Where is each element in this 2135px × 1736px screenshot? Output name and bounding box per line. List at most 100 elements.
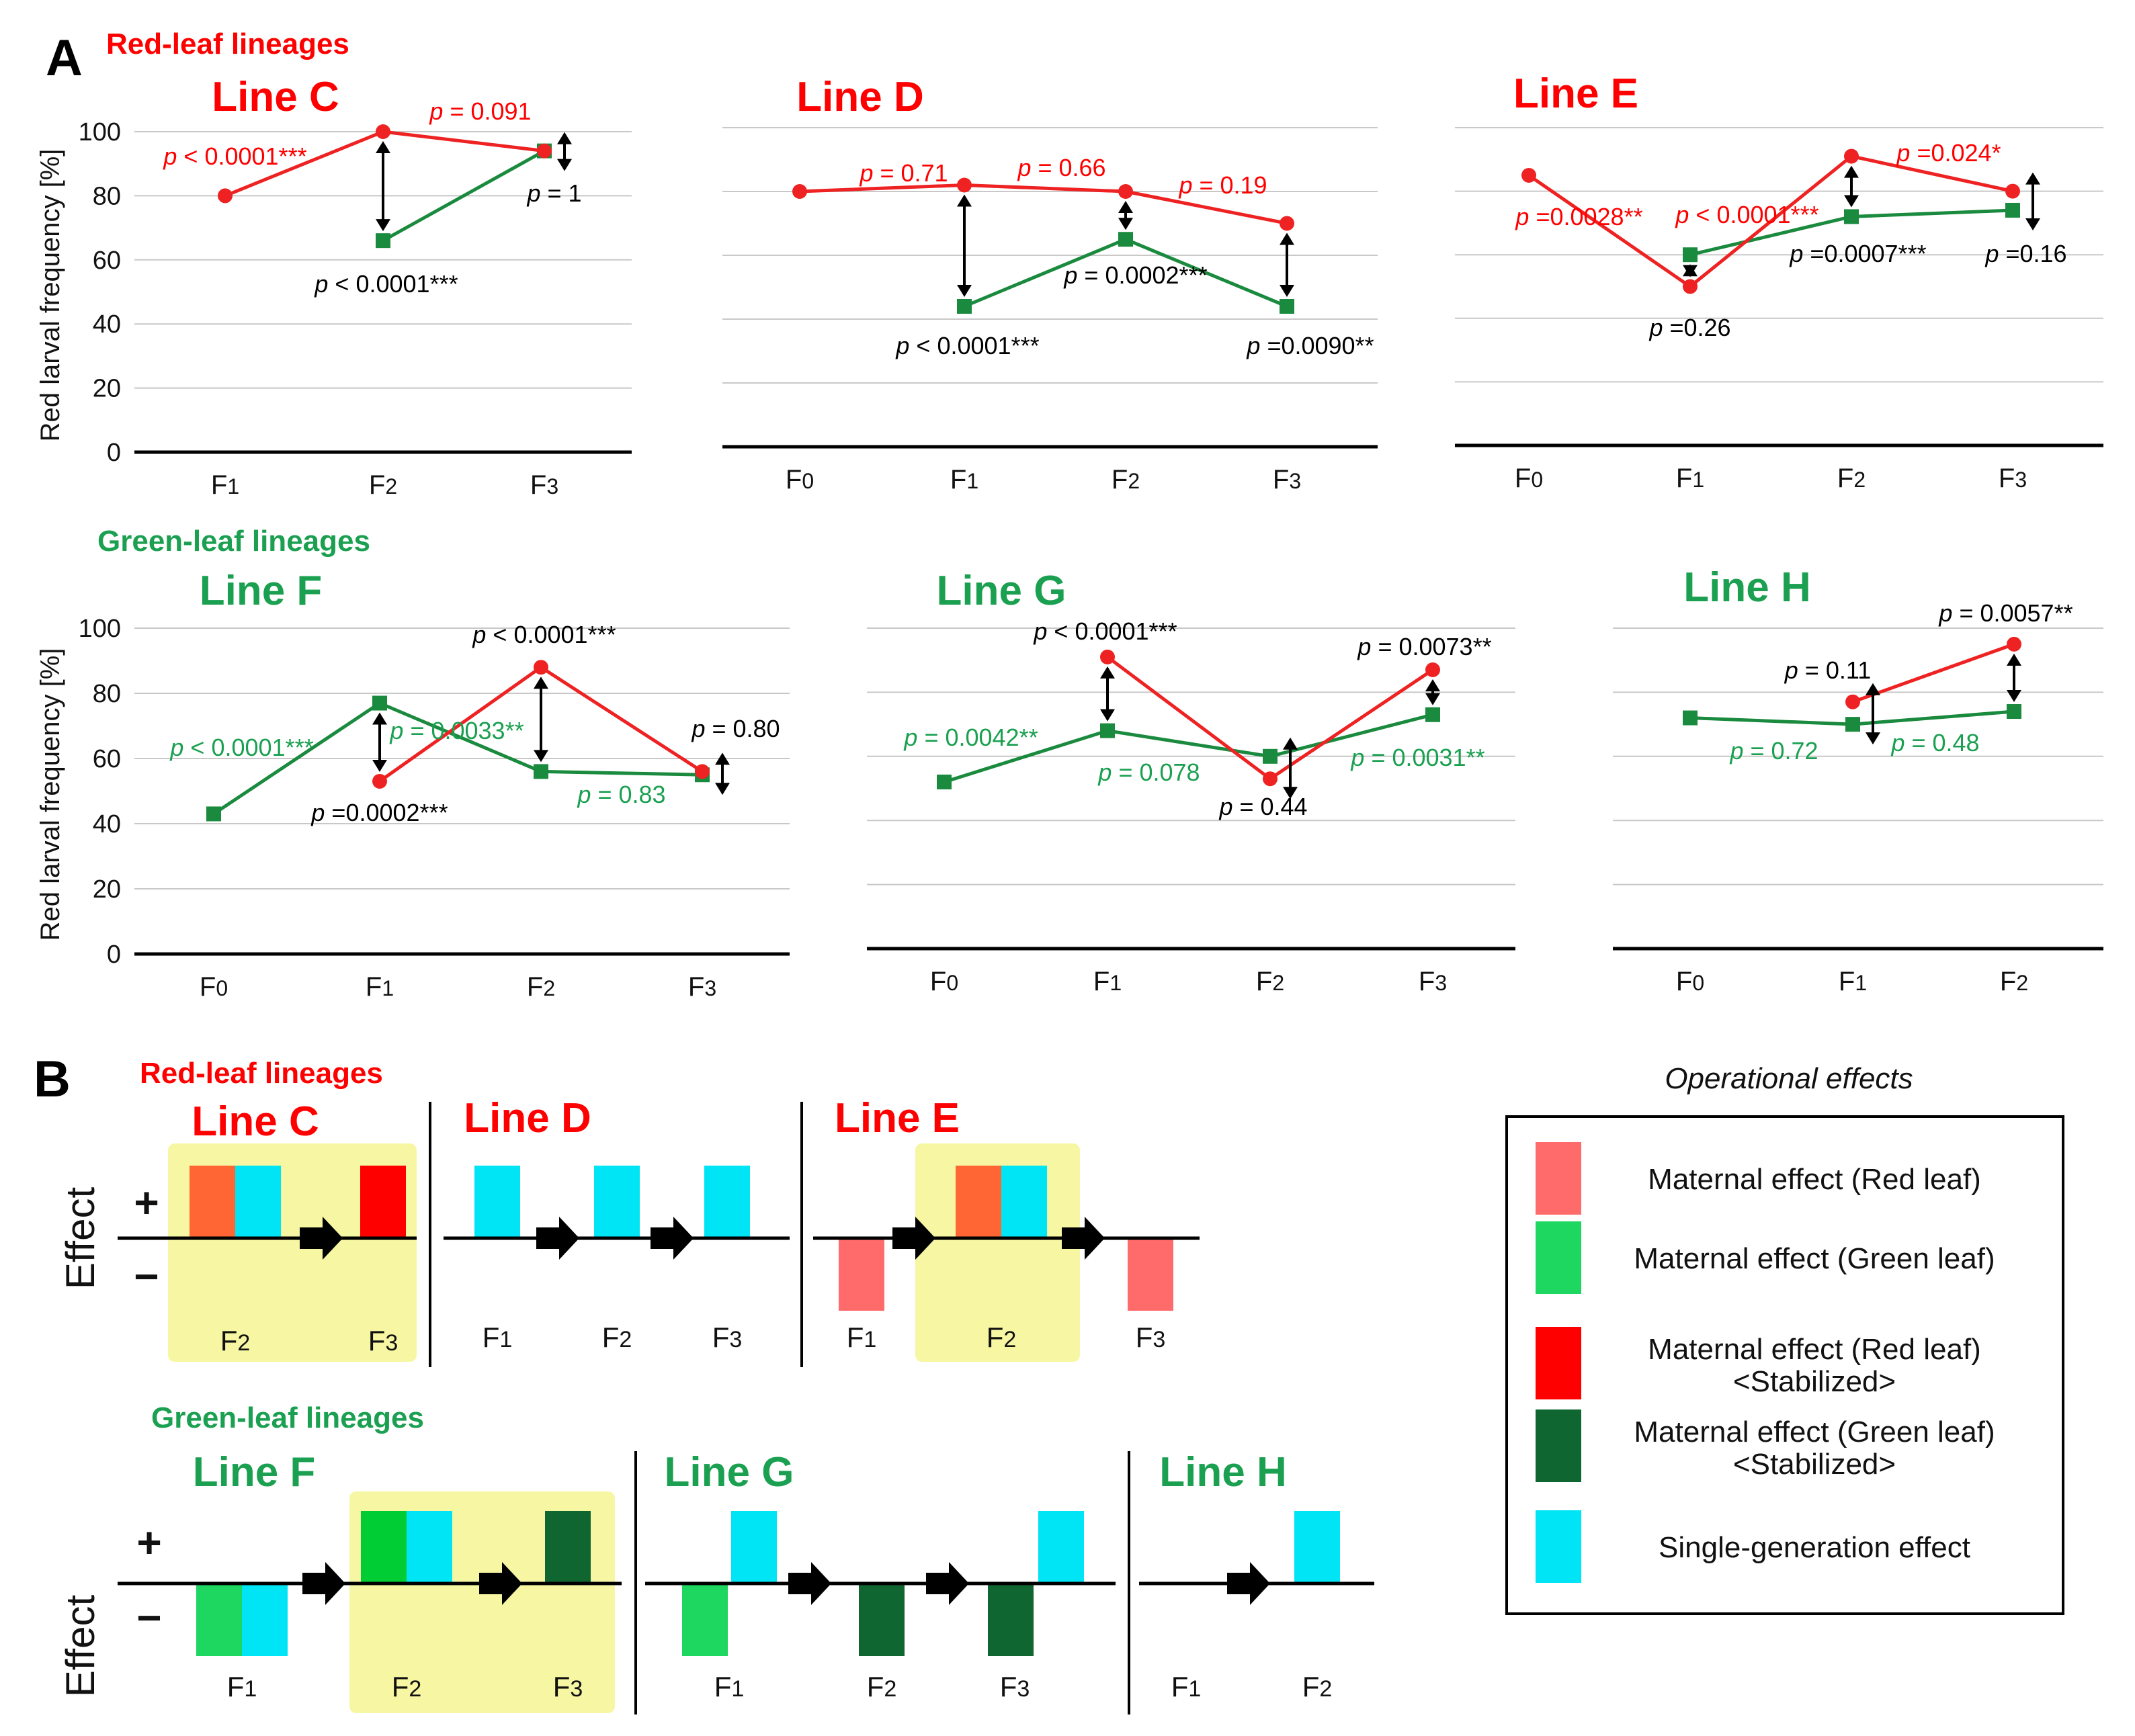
p-value-annotation: p = 1 (526, 179, 581, 207)
green-point (1280, 299, 1294, 314)
legend-label: Single-generation effect (1659, 1531, 1970, 1564)
line-chart-line-f: Line F 0 20 40 60 80 100 Red larval frequency [… (36, 568, 790, 1002)
red-point (1100, 649, 1115, 664)
p-value-annotation: p = 0.48 (1890, 729, 1979, 756)
p-value-annotation: p < 0.0001*** (1033, 617, 1177, 645)
p-value-annotation: p = 0.078 (1097, 758, 1200, 786)
green-point (1118, 232, 1133, 247)
generation-label-F2: F2 (602, 1321, 632, 1353)
effect-bar-maternal-red (839, 1238, 884, 1311)
p-value-annotation: p =0.0007*** (1789, 240, 1926, 267)
chart-title: Line D (796, 74, 923, 120)
generation-label-F2: F2 (392, 1671, 422, 1702)
effect-chart-line-g: Line G F1 F2 F3 (645, 1449, 1116, 1702)
effect-bar-maternal-green-stabilized (988, 1583, 1034, 1656)
legend-swatch (1536, 1409, 1581, 1482)
double-arrow-head-up (534, 677, 548, 689)
effect-chart-line-f: Line F F1 F2 F3 (118, 1449, 622, 1713)
p-value-annotation: p < 0.0001*** (169, 734, 313, 761)
double-arrow-head-down (957, 285, 972, 297)
generation-label-F2: F2 (1302, 1671, 1333, 1702)
p-value-annotation: p < 0.0001*** (895, 332, 1039, 359)
effect-bar-single-generation (242, 1583, 288, 1656)
p-value-annotation: p = 0.0073** (1357, 633, 1491, 660)
double-arrow-head-up (557, 132, 572, 144)
generation-label-F1: F1 (1171, 1671, 1202, 1702)
line-chart-line-d: Line D F0 F1 F2 F3 (722, 74, 1378, 494)
x-tick-F1: F1 (1676, 464, 1704, 493)
generation-label-F3: F3 (1000, 1671, 1030, 1702)
green-point (534, 764, 548, 779)
generation-arrow (926, 1562, 969, 1605)
p-value-annotation: p =0.0090** (1246, 332, 1374, 359)
double-arrow-head-up (1118, 201, 1133, 213)
green-series-line (382, 149, 546, 243)
p-value-annotation: p = 0.091 (429, 97, 531, 125)
panel-b-label: B (34, 1051, 71, 1108)
p-value-annotation: p < 0.0001*** (1675, 201, 1818, 228)
y-tick-label: 100 (79, 118, 121, 146)
effect-chart-title: Line H (1159, 1449, 1286, 1495)
effect-chart-title: Line F (193, 1449, 316, 1495)
effect-bar-single-generation (1038, 1511, 1084, 1583)
generation-label-F3: F3 (368, 1325, 399, 1356)
double-arrow-head-up (1280, 232, 1294, 245)
generation-arrow (302, 1562, 345, 1605)
legend-label: Maternal effect (Red leaf) (1648, 1163, 1981, 1196)
effect-axis-label-2: Effect (58, 1595, 103, 1698)
effect-chart-title: Line D (464, 1095, 591, 1141)
legend-swatch (1536, 1327, 1581, 1399)
double-arrow-head-up (1100, 666, 1115, 679)
double-arrow-head-down (1118, 218, 1133, 230)
green-leaf-group-title: Green-leaf lineages (97, 525, 370, 558)
p-value-annotation: p = 0.71 (859, 159, 948, 187)
legend-swatch (1536, 1221, 1581, 1294)
effect-axis-label: Effect (58, 1187, 103, 1290)
x-tick-F2: F2 (1112, 465, 1140, 494)
x-tick-F0: F0 (200, 972, 228, 1002)
generation-label-F3: F3 (553, 1671, 583, 1702)
generation-arrow (651, 1217, 694, 1260)
y-tick-label: 0 (107, 941, 121, 969)
double-arrow-head-up (1866, 683, 1880, 695)
p-value-annotation: p =0.16 (1984, 240, 2066, 267)
chart-title: Line G (937, 568, 1066, 614)
generation-label-F1: F1 (483, 1321, 513, 1353)
red-point (2005, 183, 2020, 199)
double-arrow-head-down (1425, 693, 1440, 705)
green-point (2005, 202, 2020, 218)
red-point (2007, 636, 2021, 652)
generation-label-F3: F3 (1136, 1321, 1166, 1353)
green-point (1263, 748, 1278, 764)
chart-title: Line H (1683, 564, 1810, 611)
panel-a-label: A (46, 30, 83, 87)
effect-chart-line-d: Line D F1 F2 F3 (444, 1095, 790, 1353)
generation-label-F1: F1 (847, 1321, 877, 1353)
green-point (1683, 247, 1698, 263)
y-tick-label: 80 (93, 182, 121, 210)
p-value-annotation: p = 0.80 (691, 715, 780, 742)
effect-bar-maternal-red-stabilized (360, 1166, 406, 1238)
y-axis-label: Red larval frequency [%] (36, 648, 65, 941)
double-arrow-head-up (957, 194, 972, 207)
legend-label: Maternal effect (Green leaf) (1634, 1416, 1995, 1448)
p-value-annotation: p = 0.0033** (389, 717, 524, 744)
red-point (1118, 184, 1133, 199)
x-tick-F0: F0 (1515, 464, 1543, 493)
generation-label-F1: F1 (227, 1671, 257, 1702)
double-arrow-head-up (376, 141, 390, 153)
x-tick-F0: F0 (786, 465, 814, 494)
double-arrow-head-down (1866, 732, 1880, 745)
generation-label-F1: F1 (714, 1671, 745, 1702)
x-tick-F1: F1 (950, 465, 978, 494)
red-point (1280, 216, 1294, 231)
green-leaf-group-title-b: Green-leaf lineages (151, 1401, 424, 1434)
x-tick-F2: F2 (2000, 967, 2028, 996)
y-tick-label: 20 (93, 375, 121, 403)
p-value-annotation: p =0.0028** (1515, 203, 1642, 230)
effect-bar-maternal-green (361, 1511, 407, 1583)
red-point (1521, 167, 1536, 183)
green-point (957, 299, 972, 314)
double-arrow-head-up (1844, 165, 1859, 178)
effect-bar-maternal-green (682, 1583, 728, 1656)
